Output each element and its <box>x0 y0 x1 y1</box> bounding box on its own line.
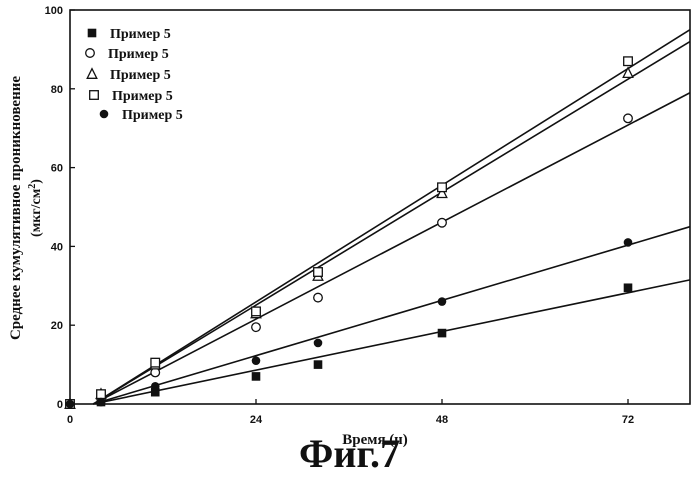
y-tick-label: 100 <box>45 5 63 17</box>
legend-entry: Пример 5 <box>88 27 171 42</box>
data-point-series-5 <box>151 382 160 391</box>
data-point-series-2 <box>624 114 633 123</box>
data-point-series-1 <box>314 360 323 369</box>
x-tick-label: 48 <box>436 414 448 426</box>
y-units-text: (мкг/см <box>29 188 44 237</box>
fit-line-series-3 <box>93 42 690 404</box>
fit-line-series-2 <box>93 93 690 404</box>
data-point-series-3 <box>623 68 633 78</box>
legend-label: Пример 5 <box>112 89 173 104</box>
legend-entry: Пример 5 <box>100 108 183 123</box>
data-point-series-5 <box>438 297 447 306</box>
y-axis-label: Среднее кумулятивное проникновение <box>8 76 24 340</box>
data-point-series-4 <box>314 268 323 277</box>
y-tick-label: 0 <box>57 399 63 411</box>
x-tick-label: 0 <box>67 414 73 426</box>
y-tick-label: 80 <box>51 84 63 96</box>
data-point-series-4 <box>252 307 261 316</box>
data-point-series-2 <box>438 218 447 227</box>
data-point-series-4 <box>151 358 160 367</box>
figure-caption: Фиг.7 <box>0 430 699 477</box>
legend-marker <box>87 69 97 79</box>
fit-line-series-1 <box>93 280 690 404</box>
legend-marker <box>86 49 95 58</box>
data-point-series-4 <box>97 390 106 399</box>
data-point-series-4 <box>624 57 633 66</box>
data-point-series-1 <box>252 372 261 381</box>
data-point-series-5 <box>624 238 633 247</box>
legend-label: Пример 5 <box>122 108 183 123</box>
legend-entry: Пример 5 <box>90 89 173 104</box>
fit-line-series-5 <box>93 227 690 404</box>
legend: Пример 5 Пример 5 Пример 5 Пример 5 Пример 5 <box>86 27 183 123</box>
legend-label: Пример 5 <box>110 27 171 42</box>
legend-label: Пример 5 <box>110 68 171 83</box>
legend-label: Пример 5 <box>108 47 169 62</box>
data-point-series-5 <box>314 339 323 348</box>
data-point-series-5 <box>97 398 106 407</box>
data-point-series-5 <box>252 356 261 365</box>
legend-marker <box>90 91 99 100</box>
x-tick-label: 24 <box>250 414 263 426</box>
data-point-series-4 <box>438 183 447 192</box>
data-point-series-2 <box>252 323 261 332</box>
y-axis-units-label: (мкг/см2) <box>27 179 44 237</box>
legend-marker <box>100 110 109 119</box>
data-point-series-5 <box>66 400 75 409</box>
y-tick-label: 20 <box>51 320 63 332</box>
legend-entry: Пример 5 <box>86 47 169 62</box>
legend-marker <box>88 29 97 38</box>
data-point-series-2 <box>314 293 323 302</box>
fit-line-series-4 <box>93 30 690 404</box>
x-tick-label: 72 <box>622 414 634 426</box>
legend-entry: Пример 5 <box>87 68 171 83</box>
fit-lines <box>93 30 690 404</box>
y-units-close: ) <box>29 179 44 184</box>
y-tick-label: 40 <box>51 241 63 253</box>
data-point-series-1 <box>438 329 447 338</box>
data-point-series-1 <box>624 283 633 292</box>
y-tick-label: 60 <box>51 163 63 175</box>
